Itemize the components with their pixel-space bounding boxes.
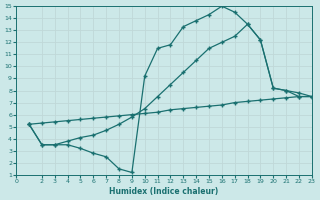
X-axis label: Humidex (Indice chaleur): Humidex (Indice chaleur) <box>109 187 219 196</box>
